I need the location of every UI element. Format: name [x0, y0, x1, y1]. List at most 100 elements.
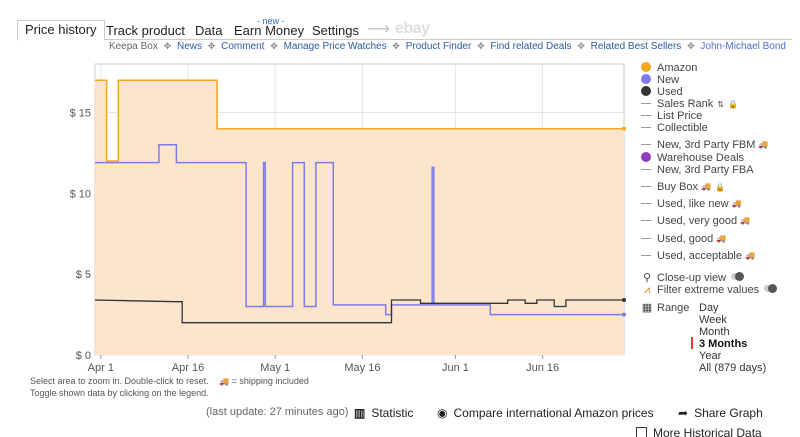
- lock-icon: 🔒: [714, 183, 725, 192]
- range-month[interactable]: Month: [699, 326, 730, 338]
- calendar-icon: ▦: [641, 302, 653, 314]
- legend-new-fba[interactable]: New, 3rd Party FBA: [641, 164, 754, 178]
- share-graph-button[interactable]: ➦ Share Graph: [678, 406, 763, 420]
- price-history-chart[interactable]: $ 0 $ 5 $ 10 $ 15 Apr 1 Apr 16 May 1 May 16 Jun…: [0, 55, 640, 375]
- statistic-button[interactable]: ▥ Statistic: [354, 406, 414, 420]
- x-axis-ticks: Apr 1 Apr 16 May 1 May 16 Jun 1 Jun 16: [88, 362, 559, 374]
- closeup-view-toggle[interactable]: ⚲ Close-up view: [641, 272, 745, 286]
- series-endpoint-new: [622, 312, 626, 317]
- truck-icon: 🚚: [745, 251, 755, 260]
- lock-icon: 🔒: [727, 100, 738, 109]
- compare-prices-button[interactable]: ◉ Compare international Amazon prices: [437, 406, 654, 420]
- x-tick-label: Jun 16: [526, 362, 559, 374]
- series-lines: [94, 79, 626, 324]
- range-all[interactable]: All (879 days): [699, 362, 767, 374]
- zoom-hint: Select area to zoom in. Double-click to …: [30, 376, 309, 386]
- globe-icon: ◉: [437, 406, 448, 420]
- x-tick-label: Apr 1: [88, 362, 114, 374]
- amazon-dot-icon: [641, 62, 651, 72]
- used-dot-icon: [641, 86, 651, 96]
- arrow-right-icon: ⟶: [367, 21, 390, 38]
- separator-icon: ✥: [207, 41, 216, 51]
- range-label: ▦ Range: [641, 302, 690, 314]
- filter-extreme-toggle[interactable]: ⩘ Filter extreme values: [641, 284, 778, 298]
- bar-chart-icon: ▥: [354, 406, 366, 420]
- legend-amazon[interactable]: Amazon: [641, 62, 697, 76]
- separator-icon: ✥: [392, 41, 400, 51]
- y-axis-ticks: $ 0 $ 5 $ 10 $ 15: [70, 108, 91, 363]
- news-link[interactable]: News: [176, 41, 202, 52]
- separator-icon: ✥: [163, 41, 172, 51]
- toggle-hint: Toggle shown data by clicking on the leg…: [30, 388, 209, 398]
- x-tick-label: May 1: [260, 362, 290, 374]
- tab-ebay[interactable]: ebay: [395, 20, 430, 37]
- x-tick-label: Apr 16: [172, 362, 204, 374]
- legend-sales-rank[interactable]: Sales Rank ⇅ 🔒: [641, 98, 738, 112]
- separator-icon: ✥: [687, 41, 695, 51]
- separator-icon: ✥: [270, 41, 278, 51]
- more-historical-data-button[interactable]: More Historical Data: [636, 426, 762, 437]
- user-link[interactable]: John-Michael Bond: [700, 41, 786, 52]
- tab-bar: Price history: [17, 20, 792, 41]
- range-day[interactable]: Day: [699, 302, 719, 314]
- magnifier-icon: ⚲: [642, 272, 652, 284]
- legend-list-price[interactable]: List Price: [641, 110, 702, 124]
- manage-price-watches-link[interactable]: Manage Price Watches: [283, 41, 387, 52]
- link-row: Keepa Box ✥ News ✥ Comment ✥ Manage Pric…: [106, 41, 786, 52]
- selected-range-marker: [691, 337, 693, 349]
- legend-used-acceptable[interactable]: Used, acceptable 🚚: [641, 249, 755, 263]
- last-update: (last update: 27 minutes ago): [206, 406, 349, 418]
- legend-new[interactable]: New: [641, 74, 679, 88]
- share-icon: ➦: [678, 406, 689, 420]
- y-tick-label: $ 5: [76, 269, 91, 281]
- toggle-switch[interactable]: [731, 272, 745, 281]
- range-week[interactable]: Week: [699, 314, 727, 326]
- legend-used[interactable]: Used: [641, 86, 683, 100]
- x-tick-label: May 16: [344, 362, 380, 374]
- range-3-months[interactable]: 3 Months: [699, 338, 748, 350]
- truck-icon: 🚚: [740, 216, 751, 225]
- toggle-switch[interactable]: [764, 284, 778, 293]
- legend-collectible[interactable]: Collectible: [641, 122, 708, 136]
- truck-icon: 🚚: [219, 377, 230, 386]
- legend-used-good[interactable]: Used, good 🚚: [641, 232, 726, 246]
- legend-used-very-good[interactable]: Used, very good 🚚: [641, 214, 750, 228]
- sort-icon: ⇅: [717, 100, 724, 109]
- y-tick-label: $ 15: [70, 108, 91, 120]
- series-line-amazon: [95, 79, 624, 162]
- find-related-deals-link[interactable]: Find related Deals: [490, 41, 572, 52]
- legend-new-fbm[interactable]: New, 3rd Party FBM 🚚: [641, 138, 768, 152]
- separator-icon: ✥: [477, 41, 485, 51]
- truck-icon: 🚚: [731, 199, 742, 208]
- keepa-box-link[interactable]: Keepa Box: [108, 41, 158, 52]
- product-finder-link[interactable]: Product Finder: [405, 41, 472, 52]
- tab-earn-money[interactable]: Earn Money: [234, 23, 305, 38]
- truck-icon: 🚚: [700, 182, 711, 191]
- amazon-area: [95, 80, 624, 355]
- legend-used-like-new[interactable]: Used, like new 🚚: [641, 197, 742, 211]
- new-dot-icon: [641, 74, 651, 84]
- comment-link[interactable]: Comment: [221, 41, 265, 52]
- series-line-used: [94, 299, 624, 324]
- series-endpoint-used: [622, 298, 626, 303]
- tab-track-product[interactable]: Track product: [106, 23, 185, 38]
- tab-settings[interactable]: Settings: [312, 23, 359, 38]
- separator-icon: ✥: [577, 41, 585, 51]
- checkbox-icon: [636, 427, 647, 437]
- range-year[interactable]: Year: [699, 350, 722, 362]
- series-endpoint-amazon: [622, 126, 626, 131]
- x-tick-label: Jun 1: [442, 362, 469, 374]
- series-line-new: [95, 144, 624, 316]
- new-badge: - new -: [257, 16, 285, 26]
- tab-price-history[interactable]: Price history: [17, 20, 105, 41]
- related-best-sellers-link[interactable]: Related Best Sellers: [590, 41, 682, 52]
- legend-buy-box[interactable]: Buy Box 🚚 🔒: [641, 180, 725, 194]
- truck-icon: 🚚: [758, 140, 769, 149]
- tab-data[interactable]: Data: [195, 23, 223, 38]
- y-tick-label: $ 0: [76, 350, 91, 362]
- truck-icon: 🚚: [716, 234, 727, 243]
- y-tick-label: $ 10: [70, 188, 91, 200]
- legend-warehouse-deals[interactable]: Warehouse Deals: [641, 152, 744, 166]
- warehouse-dot-icon: [641, 152, 651, 162]
- filter-icon: ⩘: [643, 284, 651, 296]
